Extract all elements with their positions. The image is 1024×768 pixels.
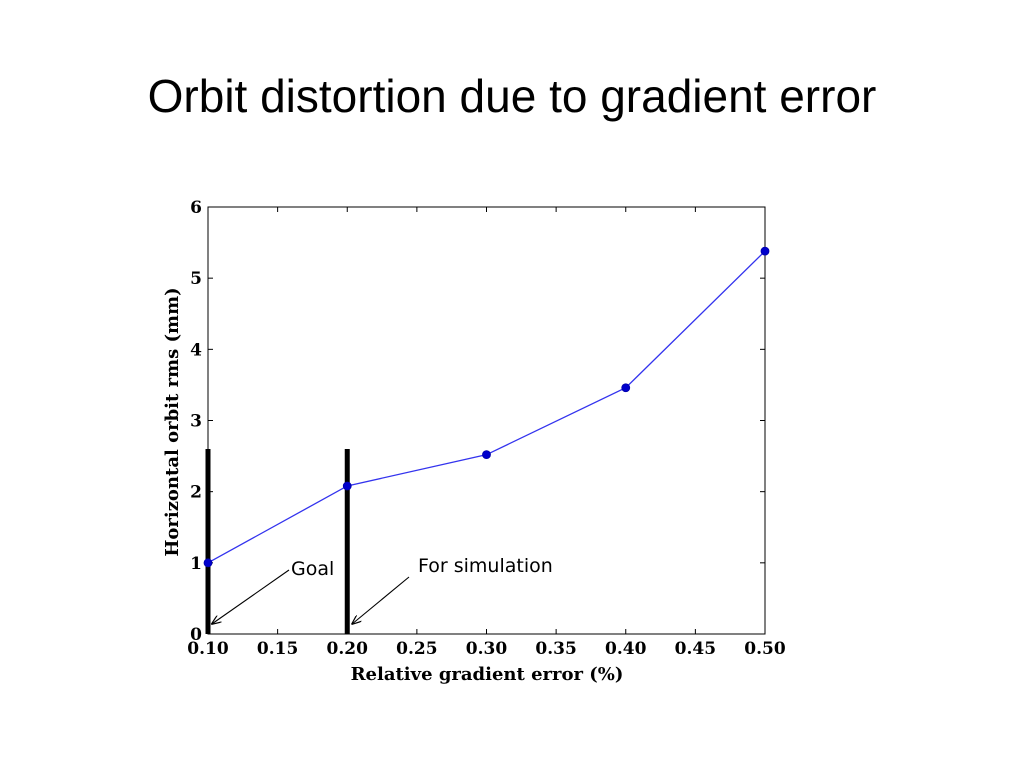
x-tick-label: 0.50 [744, 639, 786, 659]
data-point [760, 246, 770, 256]
x-tick-label: 0.30 [466, 639, 508, 659]
x-tick-label: 0.25 [396, 639, 437, 659]
data-point [482, 450, 491, 460]
y-tick-label: 1 [190, 554, 202, 574]
y-tick-label: 2 [190, 483, 202, 503]
y-tick-label: 0 [190, 625, 202, 645]
y-tick-label: 3 [190, 412, 202, 432]
goal-arrow [212, 569, 290, 624]
goal-label: Goal [291, 558, 334, 580]
data-point [203, 558, 213, 568]
simulation-label: For simulation [418, 555, 553, 577]
plot-area-frame [207, 206, 766, 635]
data-point [342, 481, 352, 491]
slide-title: Orbit distortion due to gradient error [147, 70, 877, 122]
y-tick-label: 6 [190, 198, 202, 218]
x-tick-label: 0.10 [187, 639, 229, 659]
data-point [621, 383, 631, 393]
x-tick-label: 0.40 [605, 639, 647, 659]
x-tick-label: 0.35 [535, 639, 576, 659]
x-axis-title: Relative gradient error (%) [351, 664, 624, 685]
x-tick-label: 0.15 [257, 639, 298, 659]
x-tick-label: 0.45 [675, 639, 716, 659]
simulation-arrow [352, 576, 410, 624]
y-axis-title: Horizontal orbit rms (mm) [162, 287, 183, 556]
y-tick-label: 5 [190, 269, 202, 289]
x-tick-label: 0.20 [327, 639, 369, 659]
y-tick-label: 4 [190, 340, 202, 360]
